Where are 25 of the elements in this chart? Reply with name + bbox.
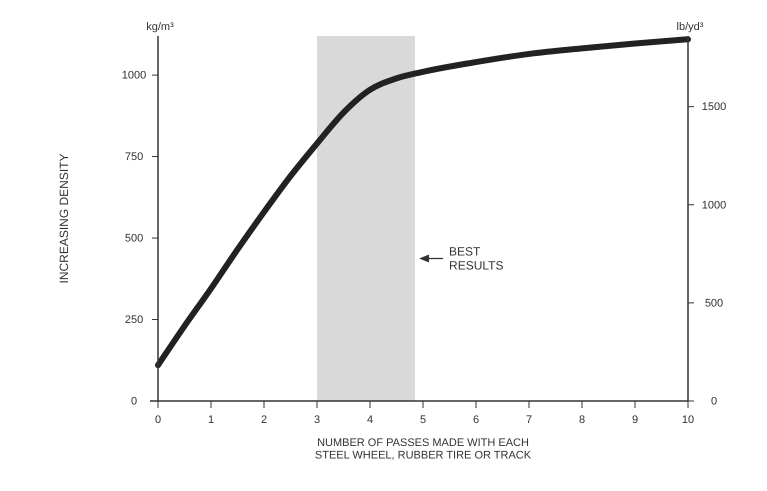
x-tick-label: 0 (154, 414, 162, 426)
x-tick-label: 5 (420, 414, 426, 426)
y-tick-label: 750 (124, 151, 144, 164)
y2-tick-label: 500 (704, 297, 724, 310)
y2-tick-label: 1000 (702, 199, 726, 212)
x-tick-label: 3 (314, 414, 320, 426)
x-tick-label: 10 (682, 414, 694, 426)
x-tick-label: 9 (632, 414, 638, 426)
y2-tick-label: 1500 (702, 101, 726, 114)
y-tick-label: 0 (130, 396, 138, 408)
x-tick-label: 6 (472, 414, 480, 426)
y-tick-label: 500 (124, 232, 144, 245)
x-tick-label: 2 (260, 414, 268, 426)
x-axis-title: NUMBER OF PASSES MADE WITH EACH STEEL WHEEL, RUBBER TIRE OR TRACK (314, 437, 532, 462)
x-tick-label: 1 (208, 414, 214, 426)
x-tick-label: 7 (526, 414, 532, 426)
y-axis-title: kg/m³ (146, 21, 174, 33)
y2-axis-title: lb/yd³ (676, 21, 704, 33)
y2-tick-label: 0 (710, 396, 718, 408)
text: INCREASING DENSITY (57, 153, 71, 284)
y-tick-label: 250 (124, 314, 144, 326)
x-tick-label: 8 (578, 414, 586, 426)
y-tick-label: 1000 (122, 70, 146, 82)
x-tick-label: 4 (366, 414, 374, 426)
band-label: BEST RESULTS (449, 244, 504, 272)
